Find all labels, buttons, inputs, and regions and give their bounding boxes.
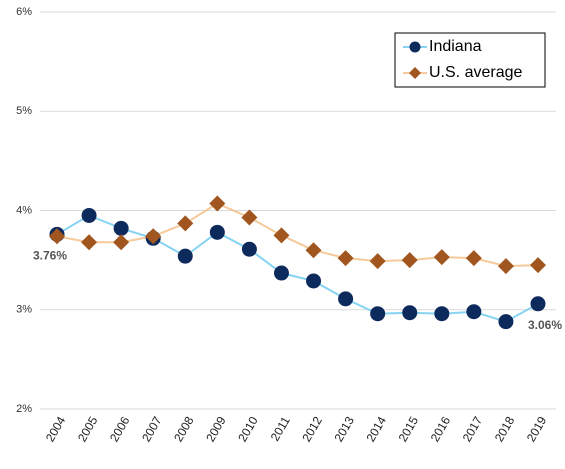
data-label: 3.76% [33, 248, 67, 262]
x-tick-label: 2011 [268, 414, 293, 444]
data-point [338, 291, 354, 307]
data-label: 3.06% [528, 318, 562, 332]
x-tick-label: 2016 [428, 414, 454, 444]
data-point [402, 305, 418, 321]
data-point [306, 273, 322, 289]
data-point [145, 228, 162, 245]
data-point [337, 250, 354, 267]
x-tick-label: 2013 [331, 414, 357, 444]
x-tick-label: 2004 [43, 414, 69, 444]
legend-box [394, 32, 546, 88]
data-point [273, 265, 289, 281]
legend: Indiana U.S. average [394, 32, 546, 88]
legend-label: Indiana [429, 38, 482, 55]
data-point [369, 253, 386, 270]
x-tick-label: 2005 [75, 414, 101, 444]
series-line [56, 202, 539, 268]
x-tick-label: 2015 [396, 414, 422, 444]
data-point [113, 220, 129, 236]
data-point [530, 257, 546, 274]
data-point [497, 258, 514, 275]
legend-label: U.S. average [429, 64, 522, 81]
y-tick-label: 4% [16, 204, 32, 216]
data-point [401, 252, 418, 269]
data-point [530, 296, 546, 312]
x-tick-label: 2018 [492, 414, 518, 444]
data-point [113, 234, 130, 251]
data-point [433, 249, 450, 266]
y-tick-label: 2% [16, 403, 32, 415]
x-tick-label: 2010 [235, 414, 261, 444]
data-point [209, 224, 225, 240]
y-tick-label: 6% [16, 6, 32, 18]
x-tick-label: 2017 [460, 414, 486, 444]
data-point [49, 228, 65, 245]
legend-marker [409, 67, 421, 79]
data-point [465, 250, 482, 267]
data-point [241, 241, 257, 257]
x-tick-label: 2009 [203, 414, 229, 444]
x-tick-label: 2007 [139, 414, 165, 444]
x-tick-label: 2012 [299, 414, 325, 444]
y-tick-label: 5% [16, 105, 32, 117]
data-point [305, 242, 322, 259]
data-point [177, 248, 193, 264]
data-point [370, 306, 386, 322]
data-point [434, 306, 450, 322]
data-point [273, 227, 290, 244]
data-point [177, 215, 194, 232]
x-tick-label: 2006 [107, 414, 133, 444]
x-tick-label: 2008 [171, 414, 197, 444]
data-point [209, 195, 226, 212]
series-line [56, 214, 539, 323]
data-point [81, 234, 98, 251]
data-point [241, 209, 258, 226]
data-point [498, 314, 514, 330]
x-tick-label: 2014 [364, 414, 390, 444]
legend-marker [409, 41, 421, 53]
data-point [81, 207, 97, 223]
y-tick-label: 3% [16, 304, 32, 316]
data-point [466, 304, 482, 320]
x-tick-label: 2019 [524, 414, 550, 444]
